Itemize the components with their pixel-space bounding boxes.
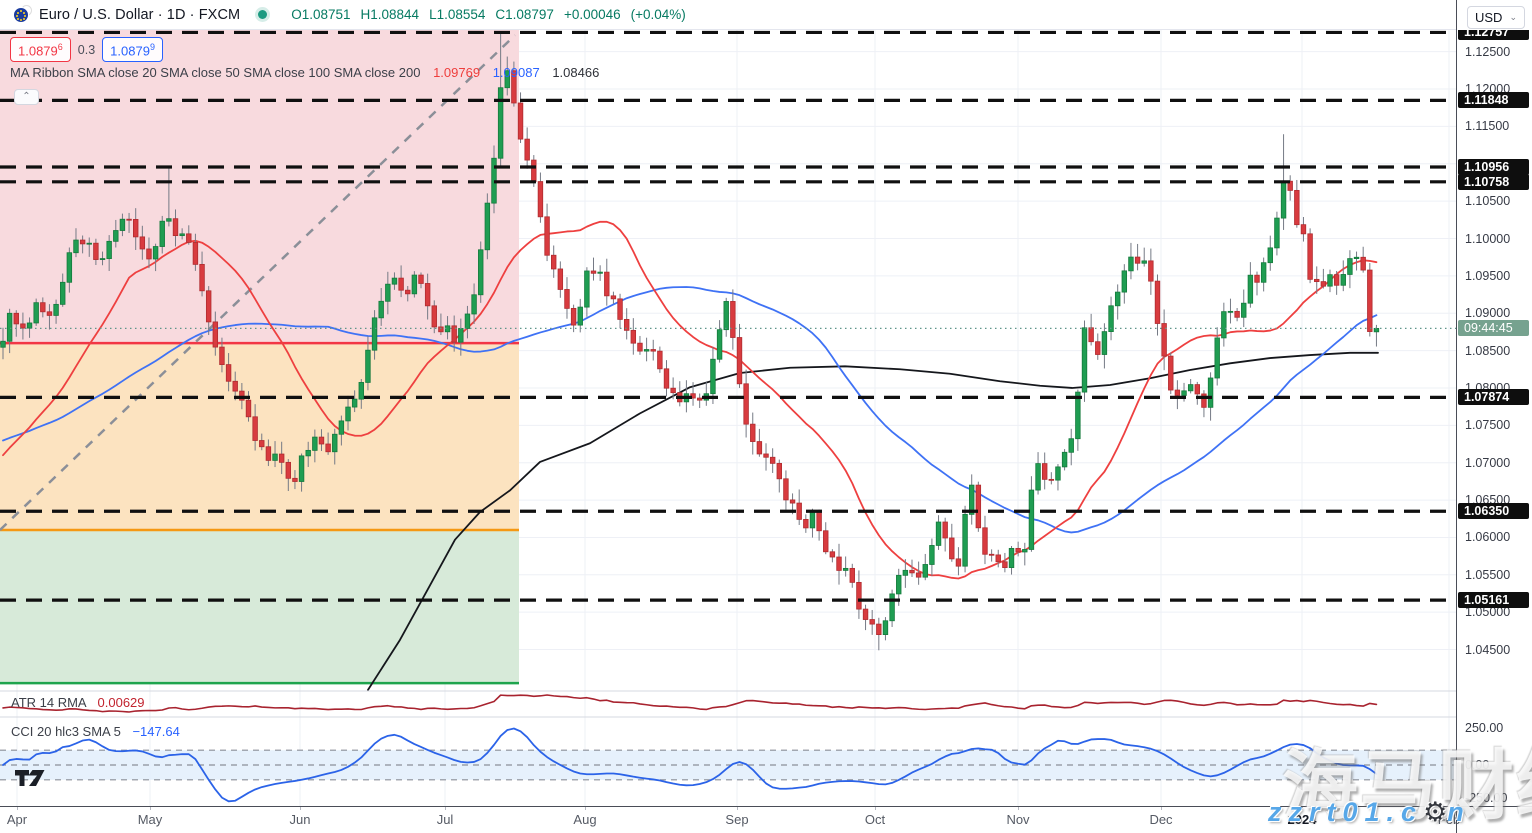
time-tick <box>1302 806 1303 810</box>
time-tick <box>875 806 876 810</box>
price-level-label: 1.12757 <box>1458 30 1529 41</box>
ohlc-values: O1.08751 H1.08844 L1.08554 C1.08797 +0.0… <box>291 7 686 22</box>
currency-unit-dropdown[interactable]: USD ⌄ <box>1467 6 1525 29</box>
price-level-label: 1.10956 <box>1458 159 1529 175</box>
time-tick <box>445 806 446 810</box>
time-axis[interactable]: Apr May Jun Jul Aug Sep Oct Nov Dec 2024 Feb <box>0 806 1532 833</box>
time-label-2024: 2024 <box>1287 812 1317 827</box>
time-label-Sep: Sep <box>725 812 749 827</box>
time-label-Dec: Dec <box>1149 812 1173 827</box>
price-tick: 1.09000 <box>1465 306 1511 321</box>
buy-ask-button[interactable]: 1.08799 <box>102 37 163 63</box>
price-tick: 1.04500 <box>1465 642 1511 657</box>
price-axis[interactable]: 1.125001.120001.115001.110001.105001.100… <box>1457 30 1532 806</box>
currency-unit-value: USD <box>1475 10 1503 25</box>
open-value: O1.08751 <box>291 7 351 22</box>
cci-pane <box>0 727 1456 803</box>
cci-axis-tick: -250.00 <box>1465 791 1508 805</box>
atr-label: ATR 14 RMA <box>11 695 86 710</box>
sma50-value: 1.09087 <box>492 65 540 80</box>
support-resistance-levels <box>0 30 1456 602</box>
sell-bid-button[interactable]: 1.08796 <box>10 37 71 63</box>
price-tick: 1.06000 <box>1465 530 1511 545</box>
close-value: C1.08797 <box>495 7 554 22</box>
price-tick: 1.10500 <box>1465 194 1511 209</box>
time-label-Oct: Oct <box>864 812 886 827</box>
change-percent: (+0.04%) <box>630 7 686 22</box>
price-level-label: 1.11848 <box>1458 92 1529 109</box>
time-label-Nov: Nov <box>1006 812 1030 827</box>
price-tick: 1.09500 <box>1465 268 1511 283</box>
atr-value: 0.00629 <box>97 695 145 710</box>
time-label-Feb: Feb <box>1437 812 1461 827</box>
chart-header-toolbar: Euro / U.S. Dollar · 1D · FXCM O1.08751 … <box>0 0 1457 30</box>
price-tick: 1.12500 <box>1465 44 1511 59</box>
sma200-value: 1.08466 <box>552 65 600 80</box>
atr-line-pane <box>2 694 1378 713</box>
time-label-Apr: Apr <box>6 812 28 827</box>
price-axis-border <box>1456 0 1457 833</box>
cci-axis-tick: 0.00 <box>1465 758 1490 772</box>
time-tick <box>1018 806 1019 810</box>
price-level-label: 1.05161 <box>1458 592 1529 609</box>
trendline <box>0 34 516 531</box>
market-open-dot-icon[interactable] <box>258 10 268 19</box>
change-value: +0.00046 <box>563 7 621 22</box>
ma-ribbon-title: MA Ribbon SMA close 20 SMA close 50 SMA … <box>10 65 421 80</box>
sma20-value: 1.09769 <box>433 65 481 80</box>
price-tick: 1.07000 <box>1465 455 1511 470</box>
time-label-Jul: Jul <box>436 812 454 827</box>
eurusd-flag-icon <box>13 5 32 24</box>
time-tick <box>585 806 586 810</box>
time-axis-border <box>0 806 1532 807</box>
price-tick: 1.10000 <box>1465 231 1511 246</box>
time-label-May: May <box>137 812 163 827</box>
bid-ask-row: 1.08796 0.3 1.08799 <box>10 37 163 63</box>
time-label-Aug: Aug <box>573 812 597 827</box>
time-tick <box>1449 806 1450 810</box>
high-value: H1.08844 <box>360 7 420 22</box>
cci-label: CCI 20 hlc3 SMA 5 <box>11 724 121 739</box>
candle-countdown-label: 09:44:45 <box>1458 320 1529 337</box>
time-tick <box>300 806 301 810</box>
price-level-label: 1.10758 <box>1458 173 1529 190</box>
time-tick <box>1161 806 1162 810</box>
ma-ribbon-lines <box>2 220 1379 691</box>
cci-value: −147.64 <box>132 724 180 739</box>
price-tick: 1.11500 <box>1465 119 1510 134</box>
chevron-down-icon: ⌄ <box>1509 12 1517 22</box>
supply-demand-zones <box>0 30 519 685</box>
gear-icon: ⚙ <box>1423 797 1448 827</box>
price-tick: 1.05000 <box>1465 605 1511 620</box>
site-watermark-cjk: 海马财经 <box>1282 744 1532 829</box>
price-tick: 1.07500 <box>1465 418 1511 433</box>
price-level-label: 1.07874 <box>1458 389 1529 406</box>
price-tick: 1.05500 <box>1465 567 1511 582</box>
candles-layer <box>0 32 1380 651</box>
price-level-label: 1.06350 <box>1458 503 1529 520</box>
collapse-legend-button[interactable]: ⌃ <box>14 89 39 105</box>
low-value: L1.08554 <box>429 7 486 22</box>
price-tick: 1.08500 <box>1465 343 1511 358</box>
spread-label: 0.3 <box>77 42 96 57</box>
site-watermark-url: zzrt01.c⚙n <box>1268 797 1471 827</box>
time-tick <box>150 806 151 810</box>
time-tick <box>737 806 738 810</box>
cci-indicator-legend[interactable]: CCI 20 hlc3 SMA 5 −147.64 <box>11 724 180 739</box>
symbol-title[interactable]: Euro / U.S. Dollar · 1D · FXCM <box>39 6 241 23</box>
tradingview-logo[interactable] <box>15 770 49 792</box>
ma-ribbon-legend[interactable]: MA Ribbon SMA close 20 SMA close 50 SMA … <box>10 65 599 80</box>
candlestick-chart[interactable] <box>0 0 1457 806</box>
time-tick <box>17 806 18 810</box>
cci-axis-tick: 250.00 <box>1465 721 1504 735</box>
atr-indicator-legend[interactable]: ATR 14 RMA 0.00629 <box>11 695 145 710</box>
time-label-Jun: Jun <box>289 812 311 827</box>
